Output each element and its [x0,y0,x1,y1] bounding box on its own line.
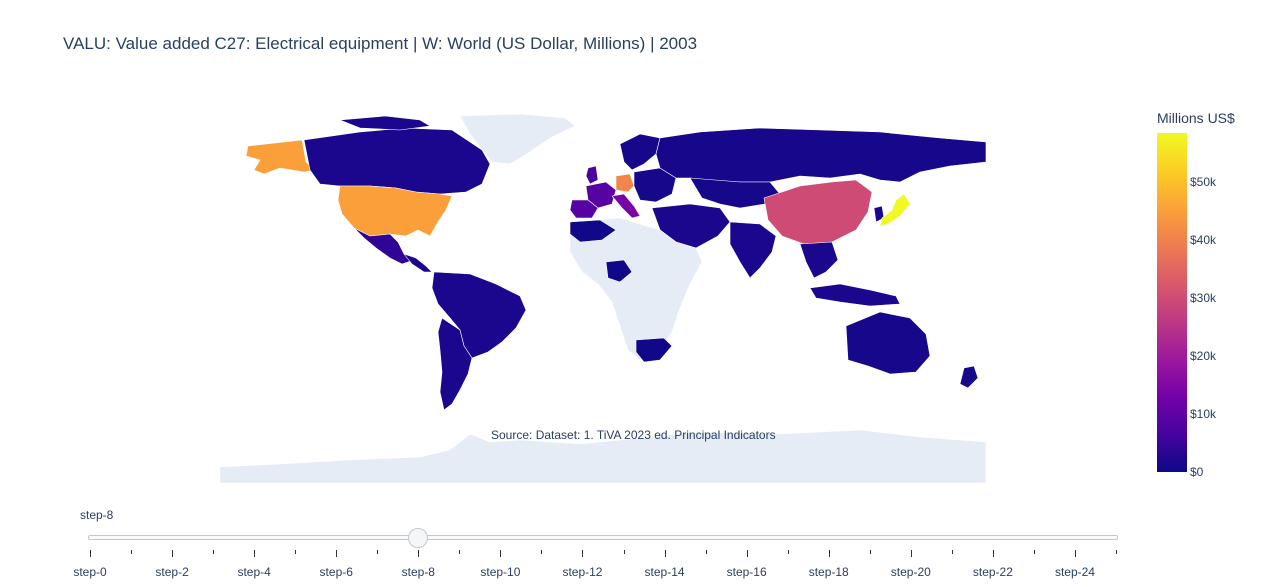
slider-tick [828,550,830,557]
region-australia[interactable] [845,311,931,375]
colorbar-tick-label: $40k [1190,233,1217,248]
region-canada[interactable] [303,127,491,195]
region-uk[interactable] [585,165,599,185]
slider-step-label[interactable]: step-24 [1054,565,1095,579]
slider-tick [459,550,461,554]
slider-tick [869,550,871,554]
slider-step-label[interactable]: step-20 [890,565,931,579]
slider-tick [1116,550,1117,554]
chart-title: VALU: Value added C27: Electrical equipm… [63,34,698,53]
slider-current-label: step-8 [80,508,114,522]
slider-tick [541,550,543,554]
region-usa[interactable] [337,185,453,237]
slider-tick [582,550,584,557]
region-new-zealand[interactable] [959,365,979,389]
region-greenland[interactable] [459,113,576,165]
slider-tick [664,550,666,557]
region-scandinavia[interactable] [619,133,661,171]
slider-tick [418,550,420,557]
region-antarctica[interactable] [220,429,986,483]
slider-tick [705,550,707,554]
region-southeast-asia[interactable] [799,241,839,279]
region-indonesia[interactable] [809,283,901,307]
slider-tick [500,550,502,557]
slider-step-label[interactable]: step-8 [401,565,435,579]
slider-step-label[interactable]: step-10 [480,565,521,579]
colorbar [1157,133,1187,472]
region-brazil[interactable] [431,271,527,359]
region-north-africa[interactable] [569,219,617,243]
colorbar-tick-label: $20k [1190,349,1217,364]
region-central-america[interactable] [403,253,433,273]
region-china[interactable] [763,179,873,245]
slider-tick [295,550,297,554]
slider-step-label[interactable]: step-18 [808,565,849,579]
world-map-svg[interactable] [220,112,986,483]
slider-step-label[interactable]: step-14 [644,565,685,579]
region-japan[interactable] [879,193,911,227]
slider-tick [90,550,91,557]
slider-step-label[interactable]: step-0 [73,565,107,579]
slider-step-label[interactable]: step-6 [319,565,353,579]
slider-tick [254,550,256,557]
region-russia[interactable] [655,127,986,183]
slider-tick [910,550,912,557]
region-canada-arctic[interactable] [339,115,431,131]
slider-handle[interactable] [408,528,429,548]
slider-tick [1074,550,1076,557]
region-south-america-south[interactable] [437,317,473,411]
region-south-africa[interactable] [635,337,673,363]
colorbar-title: Millions US$ [1157,110,1235,126]
slider-tick [172,550,174,557]
slider-tick [746,550,748,557]
region-nigeria[interactable] [605,259,633,283]
region-germany[interactable] [615,173,635,193]
slider-tick [377,550,379,554]
slider-tick [951,550,953,554]
slider-tick [131,550,133,554]
slider-tick [1033,550,1035,554]
colorbar-tick-label: $0 [1190,465,1204,479]
region-italy[interactable] [611,193,641,219]
source-annotation: Source: Dataset: 1. TiVA 2023 ed. Princi… [491,428,776,442]
colorbar-tick-label: $10k [1190,407,1217,422]
slider-step-label[interactable]: step-4 [237,565,271,579]
colorbar-tick-label: $30k [1190,291,1217,306]
slider-tick [623,550,625,554]
slider-tick [336,550,338,557]
region-india[interactable] [729,221,777,279]
choropleth-map[interactable] [220,112,986,483]
region-iberia[interactable] [569,199,599,219]
slider-step-label[interactable]: step-22 [972,565,1013,579]
slider-tick [992,550,994,557]
slider-step-label[interactable]: step-16 [726,565,767,579]
colorbar-tick-label: $50k [1190,175,1217,190]
slider-rail[interactable] [88,535,1118,540]
slider-step-label[interactable]: step-12 [562,565,603,579]
slider-tick [213,550,215,554]
slider-step-label[interactable]: step-2 [155,565,189,579]
slider-tick [787,550,789,554]
region-alaska[interactable] [245,139,317,175]
